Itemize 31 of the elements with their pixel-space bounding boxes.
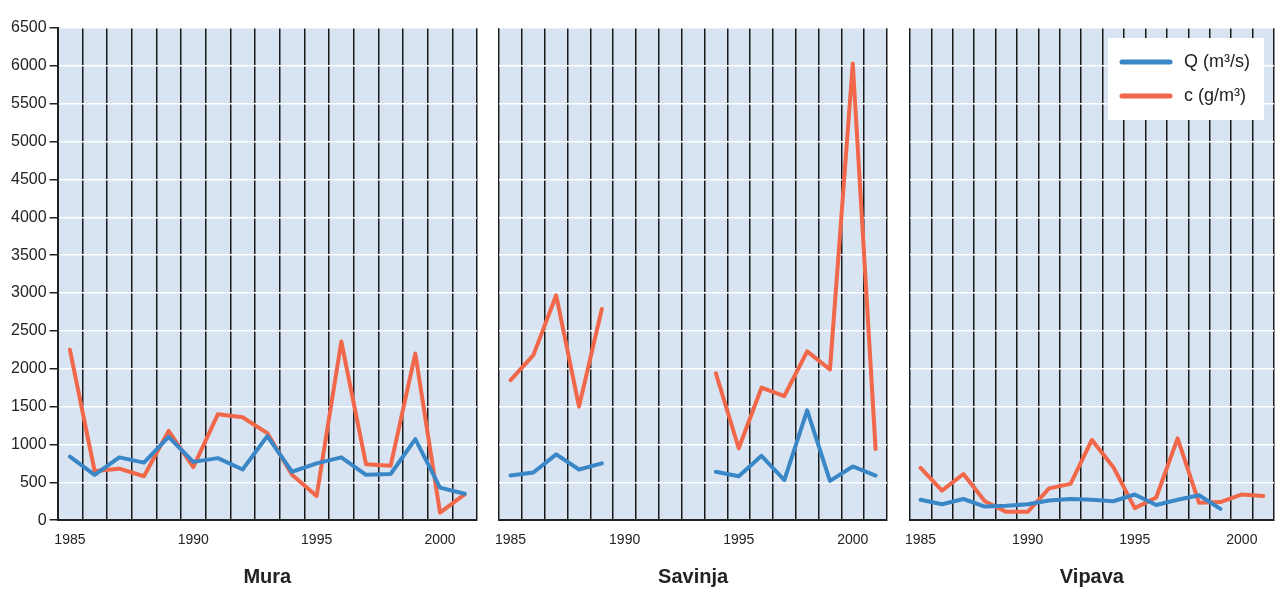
y-tick-label: 3000 [11,283,47,301]
y-tick-label: 4500 [11,169,47,187]
legend-label: c (g/m³) [1184,84,1247,105]
x-tick-label: 1990 [1012,531,1044,548]
x-axis-title: Vipava [1059,564,1125,587]
y-tick-label: 0 [37,510,47,528]
x-tick-label: 1985 [904,531,937,548]
y-tick-label: 1500 [11,397,47,415]
y-tick-label: 500 [19,472,47,490]
x-axis-title: Mura [243,564,293,587]
x-tick-label: 1995 [301,531,333,548]
x-tick-label: 2000 [837,531,869,548]
y-tick-label: 2500 [11,321,47,339]
x-tick-label: 1985 [494,531,527,548]
x-tick-label: 2000 [1226,531,1258,548]
x-tick-label: 1995 [723,531,755,548]
x-tick-label: 2000 [424,531,456,548]
y-tick-label: 6000 [11,56,47,74]
y-tick-label: 5000 [11,131,47,149]
y-tick-label: 3500 [11,245,47,263]
y-tick-label: 6500 [11,18,47,36]
x-tick-label: 1990 [609,531,641,548]
y-tick-label: 4000 [11,207,47,225]
x-axis-title: Savinja [658,564,729,587]
legend-label: Q (m³/s) [1184,50,1250,71]
x-tick-label: 1985 [54,531,86,548]
y-tick-label: 2000 [11,359,47,377]
y-tick-label: 1000 [11,434,47,452]
x-tick-label: 1995 [1119,531,1151,548]
y-tick-label: 5500 [11,94,47,112]
x-tick-label: 1990 [177,531,210,548]
